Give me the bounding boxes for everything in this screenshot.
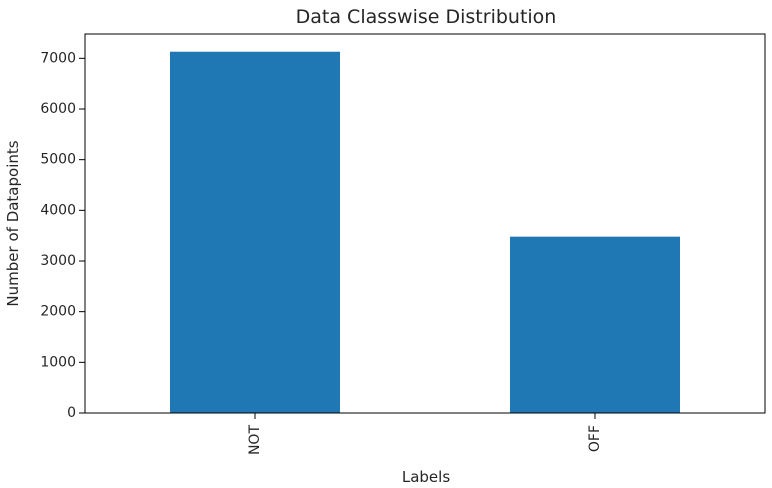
y-tick-label: 2000 [40, 304, 76, 320]
bar-off [510, 236, 680, 413]
y-tick-label: 7000 [40, 50, 76, 66]
y-tick-label: 3000 [40, 253, 76, 269]
plot-area [170, 51, 680, 413]
y-tick-label: 1000 [40, 354, 76, 370]
y-tick-label: 5000 [40, 152, 76, 168]
bar-not [170, 51, 340, 413]
y-tick-label: 0 [67, 405, 76, 421]
y-tick-label: 6000 [40, 101, 76, 117]
x-axis-label: Labels [402, 468, 450, 486]
y-tick-label: 4000 [40, 202, 76, 218]
y-axis-label: Number of Datapoints [4, 140, 22, 306]
plot-frame [84, 33, 766, 414]
x-tick-label: OFF [587, 425, 603, 452]
x-tick-label: NOT [247, 425, 263, 455]
chart-title: Data Classwise Distribution [296, 6, 557, 28]
x-axis: NOT OFF [247, 413, 603, 455]
y-axis: 0 1000 2000 3000 4000 5000 6000 7000 [40, 50, 85, 421]
